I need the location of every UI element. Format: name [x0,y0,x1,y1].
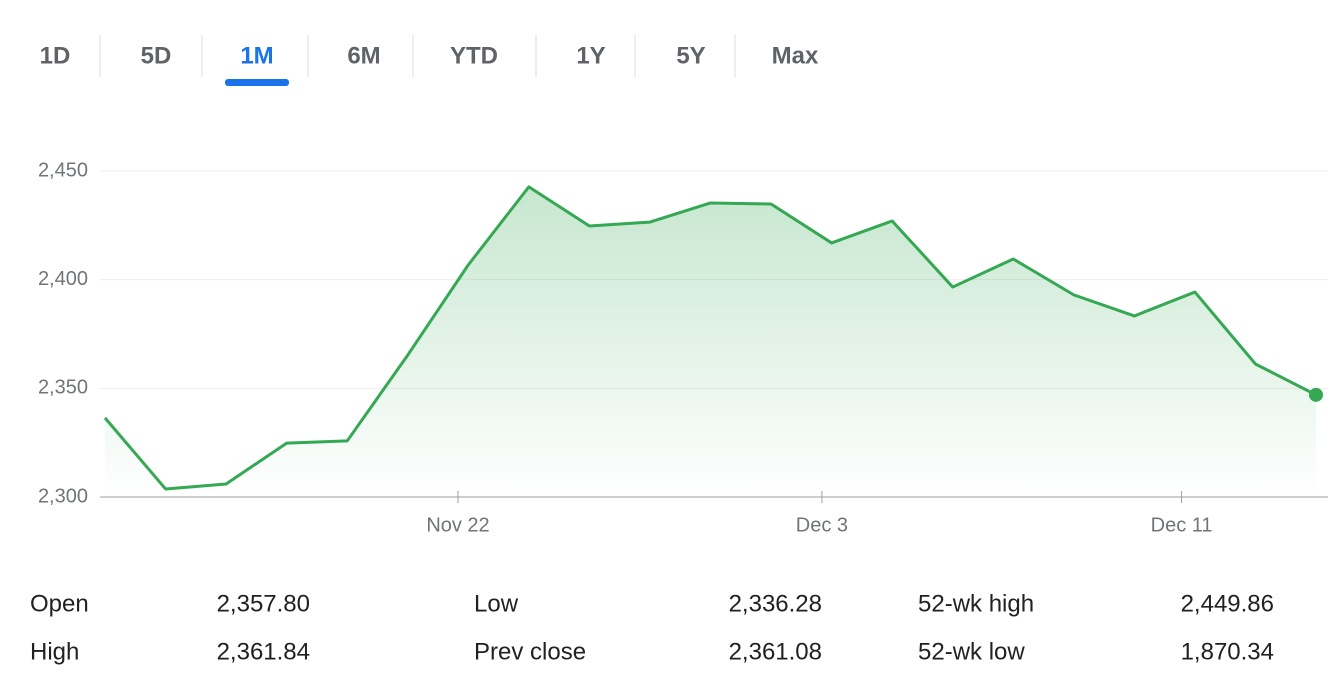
range-tab[interactable]: 1M [240,42,273,69]
range-tab[interactable]: Max [772,42,819,69]
y-tick-label: 2,400 [38,268,88,290]
range-tab[interactable]: YTD [450,42,498,69]
stat-label: Low [474,590,519,617]
stat-value: 2,449.86 [1181,590,1274,617]
stat-value: 2,361.84 [217,638,310,665]
range-tab[interactable]: 1Y [576,42,605,69]
stat-label: 52-wk high [918,590,1034,617]
stat-value: 2,336.28 [729,590,822,617]
stat-value: 1,870.34 [1181,638,1274,665]
stat-value: 2,361.08 [729,638,822,665]
stat-label: High [30,638,79,665]
x-tick-label: Dec 3 [796,514,848,536]
tab-underline [225,79,289,86]
stat-label: Open [30,590,89,617]
stat-label: Prev close [474,638,586,665]
last-price-dot [1309,387,1323,402]
y-tick-label: 2,350 [38,377,88,399]
y-tick-label: 2,450 [38,159,88,181]
range-tab[interactable]: 5D [141,42,172,69]
stat-label: 52-wk low [918,638,1025,665]
x-tick-label: Dec 11 [1151,514,1213,536]
range-tab[interactable]: 1D [40,42,71,69]
stat-value: 2,357.80 [217,590,310,617]
x-tick-label: Nov 22 [426,514,489,536]
range-tab[interactable]: 6M [347,42,380,69]
y-tick-label: 2,300 [38,485,88,507]
range-tab[interactable]: 5Y [676,42,705,69]
price-area [105,186,1316,497]
price-line [103,185,1317,491]
